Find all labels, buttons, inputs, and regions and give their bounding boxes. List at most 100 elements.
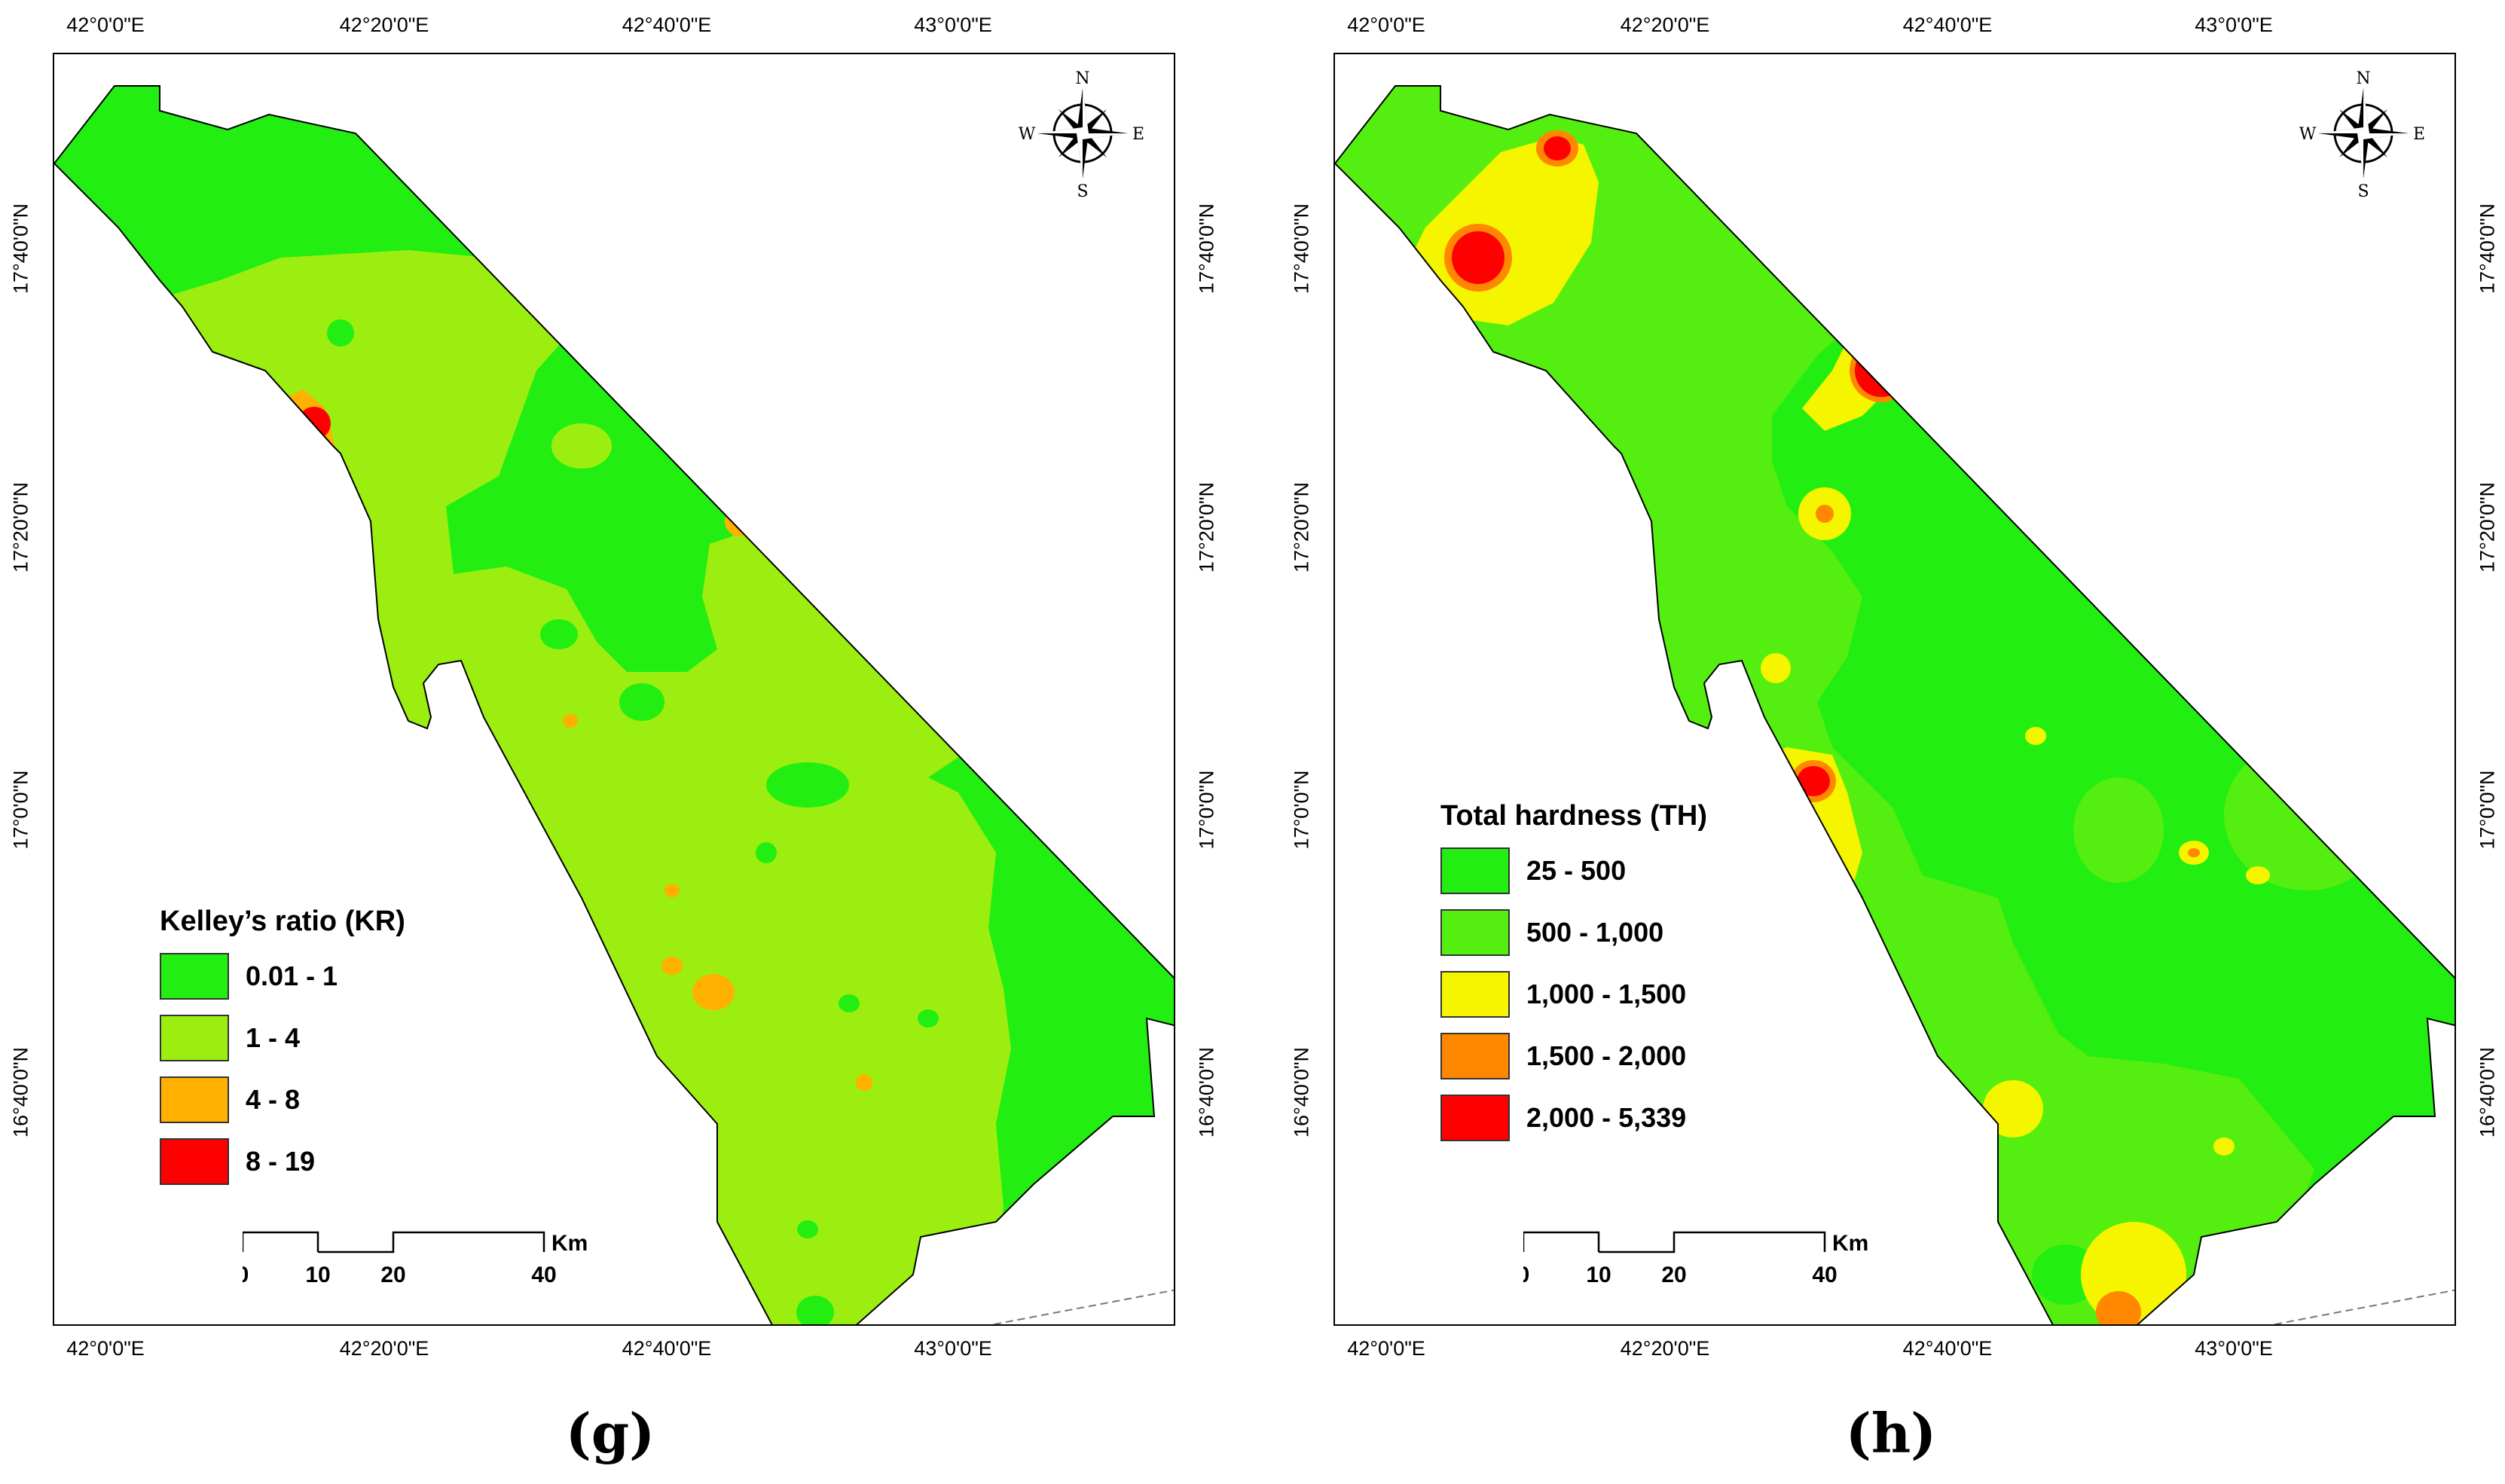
kr-hotspot — [661, 957, 683, 975]
legend-item: 500 - 1,000 — [1440, 906, 1707, 959]
scale-tick: 10 — [1586, 1263, 1611, 1287]
lon-tick-bottom: 42°20'0"E — [1620, 1337, 1710, 1360]
lat-tick-left: 17°0'0"N — [9, 770, 32, 850]
scale-tick: 40 — [1812, 1263, 1837, 1287]
lon-tick-top: 42°0'0"E — [66, 14, 145, 36]
scale-unit: Km — [1832, 1231, 1868, 1256]
th-spot — [2032, 1244, 2100, 1305]
th-zone-1000-1500 — [1983, 1080, 2043, 1137]
kr-spot — [839, 994, 860, 1012]
lon-tick-bottom: 42°20'0"E — [339, 1337, 429, 1360]
legend-item: 1,500 - 2,000 — [1440, 1030, 1707, 1082]
panel-label: (g) — [565, 1401, 655, 1465]
legend-item: 8 - 19 — [160, 1135, 405, 1188]
kr-spot — [619, 683, 664, 721]
lon-tick-bottom: 42°0'0"E — [66, 1337, 145, 1360]
lat-tick-right: 17°0'0"N — [1195, 770, 1218, 850]
th-zone-island — [2073, 777, 2164, 883]
legend-swatch — [1440, 1095, 1510, 1141]
th-zone-1500-2000 — [2096, 1291, 2141, 1324]
legend: Total hardness (TH) 25 - 500 500 - 1,000… — [1440, 800, 1707, 1144]
kr-spot — [766, 762, 849, 808]
kr-zone-1-4-island — [551, 423, 612, 469]
legend-label: 500 - 1,000 — [1526, 917, 1664, 948]
lat-tick-left: 16°40'0"N — [9, 1046, 32, 1138]
svg-text:W: W — [1019, 125, 1036, 144]
th-zone-island — [2224, 740, 2390, 890]
lon-tick-top: 42°0'0"E — [1347, 14, 1425, 36]
lon-tick-bottom: 42°0'0"E — [1347, 1337, 1425, 1360]
lat-tick-right: 16°40'0"N — [1195, 1046, 1218, 1138]
lon-tick-top: 42°20'0"E — [1620, 14, 1710, 36]
kr-hotspot — [692, 974, 735, 1010]
legend-title: Kelley’s ratio (KR) — [160, 905, 405, 937]
kr-hotspot — [563, 714, 578, 728]
lon-tick-bottom: 43°0'0"E — [914, 1337, 992, 1360]
svg-text:W: W — [2299, 125, 2317, 144]
scale-bar: 0 10 20 40 Km — [1523, 1231, 1868, 1287]
lat-tick-right: 17°40'0"N — [1195, 203, 1218, 295]
legend-swatch — [160, 953, 229, 1000]
map-panel-kelleys-ratio: 42°0'0"E 42°20'0"E 42°40'0"E 43°0'0"E 42… — [0, 0, 1251, 1484]
kr-spot — [756, 842, 777, 863]
svg-text:E: E — [1132, 125, 1144, 144]
legend-swatch — [1440, 847, 1510, 894]
legend-label: 1,500 - 2,000 — [1526, 1040, 1687, 1071]
th-zone-max — [1804, 847, 1831, 874]
legend-swatch — [160, 1076, 229, 1123]
kr-spot — [797, 1220, 818, 1238]
lat-tick-left: 17°40'0"N — [9, 203, 32, 295]
legend-label: 1,000 - 1,500 — [1526, 979, 1687, 1009]
scale-tick: 0 — [1523, 1263, 1529, 1287]
th-spot — [2025, 727, 2046, 745]
map-frame: N S E W Total hardness (TH) 25 - 500 500… — [1333, 53, 2456, 1326]
legend-item: 1,000 - 1,500 — [1440, 968, 1707, 1021]
border-dashed-line — [2271, 1289, 2455, 1324]
svg-text:S: S — [1077, 182, 1088, 197]
svg-text:N: N — [2356, 69, 2370, 88]
scale-unit: Km — [551, 1231, 588, 1256]
kr-spot — [879, 588, 932, 621]
legend-label: 2,000 - 5,339 — [1526, 1102, 1687, 1133]
map-frame: N S E W Kelley’s ratio (KR) 0.01 - 1 1 -… — [53, 53, 1175, 1326]
legend-item: 0.01 - 1 — [160, 950, 405, 1003]
map-canvas — [1335, 85, 2455, 1324]
north-arrow-icon: N S E W — [2299, 69, 2425, 197]
lon-tick-top: 42°20'0"E — [339, 14, 429, 36]
kr-spot — [540, 619, 578, 649]
scale-bar: 0 10 20 40 Km — [243, 1231, 588, 1287]
kr-spot — [156, 321, 186, 345]
th-zone-max — [1855, 344, 1908, 397]
lat-tick-left: 17°40'0"N — [1290, 203, 1313, 295]
th-zone-max — [1797, 766, 1830, 796]
legend-swatch — [160, 1015, 229, 1061]
lat-tick-right: 16°40'0"N — [2476, 1046, 2499, 1138]
legend-label: 25 - 500 — [1526, 855, 1627, 886]
lat-tick-left: 17°20'0"N — [1290, 481, 1313, 573]
legend-label: 8 - 19 — [246, 1146, 316, 1177]
scale-tick: 20 — [1661, 1263, 1686, 1287]
lat-tick-right: 17°20'0"N — [2476, 481, 2499, 573]
th-spot — [2213, 1137, 2235, 1156]
panel-label: (h) — [1845, 1401, 1937, 1465]
th-zone-max — [1452, 231, 1505, 284]
kr-spot — [327, 319, 354, 347]
legend-swatch — [160, 1138, 229, 1185]
th-spot — [1761, 653, 1791, 683]
legend-item: 25 - 500 — [1440, 844, 1707, 897]
study-area-boundary — [54, 85, 1174, 1324]
kr-hotspot — [856, 1074, 872, 1091]
scale-tick: 40 — [531, 1263, 556, 1287]
kr-hotspot — [725, 506, 755, 536]
svg-text:N: N — [1075, 69, 1089, 88]
lon-tick-top: 43°0'0"E — [2195, 14, 2273, 36]
north-arrow-icon: N S E W — [1019, 69, 1144, 197]
th-spot — [2246, 866, 2270, 884]
legend-label: 1 - 4 — [246, 1022, 301, 1053]
lon-tick-bottom: 42°40'0"E — [1902, 1337, 1993, 1360]
lon-tick-top: 42°40'0"E — [622, 14, 712, 36]
lat-tick-right: 17°0'0"N — [2476, 770, 2499, 850]
kr-spot — [918, 1009, 939, 1028]
legend-item: 4 - 8 — [160, 1073, 405, 1126]
map-canvas — [54, 85, 1174, 1324]
